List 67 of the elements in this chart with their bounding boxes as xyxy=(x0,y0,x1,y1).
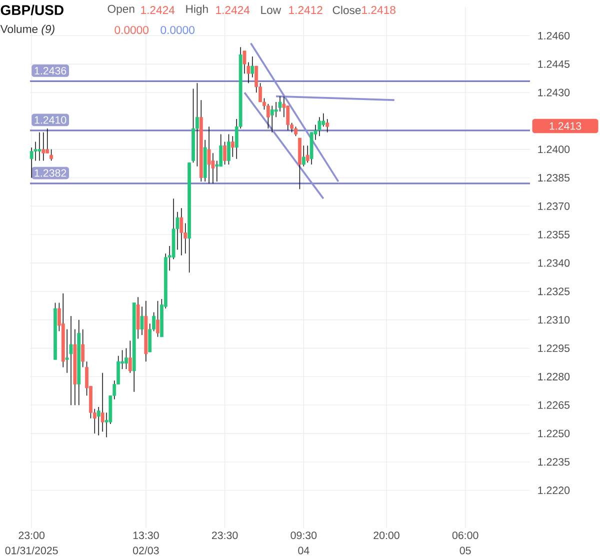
candlestick xyxy=(140,306,144,336)
y-tick-label: 1.2430 xyxy=(538,88,570,96)
candlestick xyxy=(306,145,310,163)
y-tick-label: 1.2355 xyxy=(538,230,570,238)
candlestick xyxy=(302,145,306,167)
candlestick xyxy=(42,132,46,162)
text: 01/31/2025 xyxy=(5,546,58,554)
candlestick xyxy=(227,134,230,165)
text: 02/03 xyxy=(133,546,159,554)
y-tick-label: 1.2325 xyxy=(538,288,570,296)
candlestick xyxy=(50,148,53,162)
candlestick xyxy=(207,126,211,184)
ref-line-label: 1.2436 xyxy=(34,66,66,75)
annotation: 1.2424 xyxy=(216,6,250,14)
ref-line-label: 1.2410 xyxy=(34,116,66,124)
annotation: 1.2412 xyxy=(289,6,322,14)
x-tick-label: 23:00 xyxy=(18,532,45,540)
y-tick-label: 1.2445 xyxy=(538,60,570,68)
x-tick-label: 06:00 xyxy=(452,532,478,540)
x-tick-label: 23:30 xyxy=(212,532,238,540)
candlestick xyxy=(294,126,298,136)
annotation: 1.2424 xyxy=(141,6,175,14)
annotation: High xyxy=(186,4,208,16)
candlestick xyxy=(124,348,128,370)
candlestick xyxy=(69,316,73,406)
y-tick-label: 1.2235 xyxy=(538,458,570,466)
candlestick xyxy=(266,104,270,129)
annotation: 1.2418 xyxy=(362,6,396,14)
chart-title: GBP/USD xyxy=(0,4,64,16)
y-tick-label: 1.2250 xyxy=(538,430,570,438)
candlestick xyxy=(180,208,184,256)
x-tick-label: 09:30 xyxy=(290,532,317,540)
candlestick xyxy=(156,300,160,338)
candlestick xyxy=(270,105,274,133)
annotation: Close xyxy=(332,6,361,14)
annotation: 0.0000 xyxy=(160,26,194,34)
y-tick-label: 1.2265 xyxy=(538,401,570,409)
candlestick xyxy=(230,136,234,158)
candlestick xyxy=(326,118,330,133)
annotation: Volume (9) xyxy=(0,24,54,36)
x-tick-label: 13:30 xyxy=(133,532,159,540)
ref-line-label: 1.2382 xyxy=(34,169,66,177)
candlestick xyxy=(250,56,254,78)
y-tick-label: 1.2385 xyxy=(538,174,570,182)
text: 05 xyxy=(460,546,471,554)
annotation: Open xyxy=(108,4,134,16)
x-tick-label: 20:00 xyxy=(374,532,400,540)
y-tick-label: 1.2370 xyxy=(538,202,570,210)
y-tick-label: 1.2310 xyxy=(538,316,570,324)
y-tick-label: 1.2340 xyxy=(538,259,570,267)
candlestick xyxy=(322,113,326,128)
candlestick xyxy=(223,141,226,165)
text: 04 xyxy=(298,546,310,554)
y-tick-label: 1.2460 xyxy=(538,32,570,40)
candlestick xyxy=(46,128,50,154)
annotation: 0.0000 xyxy=(114,26,148,34)
candlestick xyxy=(128,340,132,374)
y-tick-label: 1.2280 xyxy=(538,372,570,380)
y-tick-label: 1.2295 xyxy=(538,344,570,352)
candlestick xyxy=(81,328,85,368)
candlestick xyxy=(38,132,42,162)
annotation: Low xyxy=(261,6,282,14)
y-tick-label: 1.2220 xyxy=(538,486,570,494)
text: 1.2413 xyxy=(550,122,582,130)
candlestick xyxy=(318,116,322,136)
candlestick xyxy=(195,82,199,167)
y-tick-label: 1.2400 xyxy=(538,146,570,154)
